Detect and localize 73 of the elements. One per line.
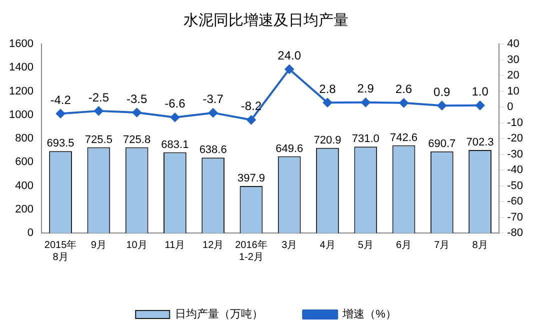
y-tick-label: 0 — [27, 227, 34, 240]
point — [399, 98, 408, 108]
point — [246, 115, 256, 124]
data-label: 2.6 — [395, 82, 412, 96]
y-tick-label: 400 — [15, 180, 34, 192]
point — [476, 100, 485, 110]
x-tick-label: 9月 — [90, 240, 106, 251]
data-label: -3.5 — [126, 92, 148, 106]
point — [56, 109, 66, 118]
y2-tick-label: -60 — [507, 196, 524, 208]
data-label: 649.6 — [276, 142, 304, 155]
point — [132, 108, 142, 118]
point — [170, 112, 180, 122]
y-tick-label: 1000 — [8, 108, 34, 121]
data-label: 638.6 — [199, 144, 227, 156]
x-tick-label: 11月 — [164, 240, 186, 251]
data-label: 683.1 — [161, 138, 189, 151]
data-label: -3.7 — [202, 92, 224, 106]
data-label: -2.5 — [88, 90, 110, 104]
data-label: 725.5 — [84, 134, 112, 146]
data-label: 0.9 — [434, 84, 451, 99]
y-tick-label: 800 — [15, 132, 34, 145]
data-label: 693.5 — [46, 138, 74, 150]
point — [284, 64, 294, 74]
x-tick-label: 2016年 1-2月 — [235, 238, 268, 263]
y2-tick-label: -30 — [507, 148, 524, 160]
y2-tick-label: 10 — [507, 85, 520, 98]
y2-tick-label: 20 — [507, 70, 520, 82]
point — [437, 101, 446, 110]
data-label: 731.0 — [352, 133, 380, 146]
y-tick-label: 600 — [15, 156, 34, 168]
data-label: 720.9 — [314, 134, 342, 146]
x-tick-label: 6月 — [396, 240, 412, 251]
y-tick-label: 1400 — [8, 62, 34, 74]
data-label: 1.0 — [472, 84, 489, 99]
data-label: 742.6 — [390, 132, 418, 144]
y2-tick-label: -10 — [507, 116, 524, 129]
y-tick-label: 1600 — [8, 38, 34, 50]
x-tick-label: 2015年 8月 — [44, 238, 77, 263]
x-tick-label: 7月 — [434, 240, 450, 251]
chart-title: 水泥同比增速及日均产量 — [184, 12, 348, 30]
data-label: 690.7 — [428, 138, 456, 150]
point — [361, 98, 370, 107]
point — [94, 106, 104, 116]
y2-tick-label: -70 — [507, 211, 524, 224]
data-label: 397.9 — [237, 172, 265, 185]
y2-tick-label: -40 — [507, 164, 524, 176]
x-tick-label: 8月 — [472, 240, 488, 251]
x-tick-label: 5月 — [358, 240, 374, 251]
y2-tick-label: 40 — [507, 38, 520, 50]
x-tick-label: 3月 — [282, 240, 298, 251]
y2-tick-label: -50 — [507, 180, 524, 192]
data-label: -4.2 — [50, 92, 72, 107]
data-label: -6.6 — [164, 96, 186, 111]
y2-tick-label: 0 — [507, 101, 514, 114]
point — [322, 98, 332, 108]
data-label: 725.8 — [123, 134, 151, 146]
data-label: 2.9 — [357, 82, 374, 96]
x-tick-label: 4月 — [320, 240, 336, 251]
data-label: 2.8 — [319, 82, 336, 96]
data-label: 702.3 — [466, 136, 494, 149]
point — [208, 108, 218, 118]
data-label: 24.0 — [278, 48, 302, 63]
x-tick-label: 10月 — [126, 240, 148, 251]
y-tick-label: 1200 — [8, 85, 34, 98]
y2-tick-label: -20 — [507, 132, 524, 145]
y2-tick-label: -80 — [507, 227, 524, 240]
y-tick-label: 200 — [15, 203, 34, 216]
y2-tick-label: 30 — [507, 54, 520, 66]
legend-label: 增速（%） — [342, 308, 396, 321]
data-label: -8.2 — [240, 99, 262, 114]
x-tick-label: 12月 — [202, 240, 224, 251]
legend-label: 日均产量（万吨） — [175, 308, 264, 321]
